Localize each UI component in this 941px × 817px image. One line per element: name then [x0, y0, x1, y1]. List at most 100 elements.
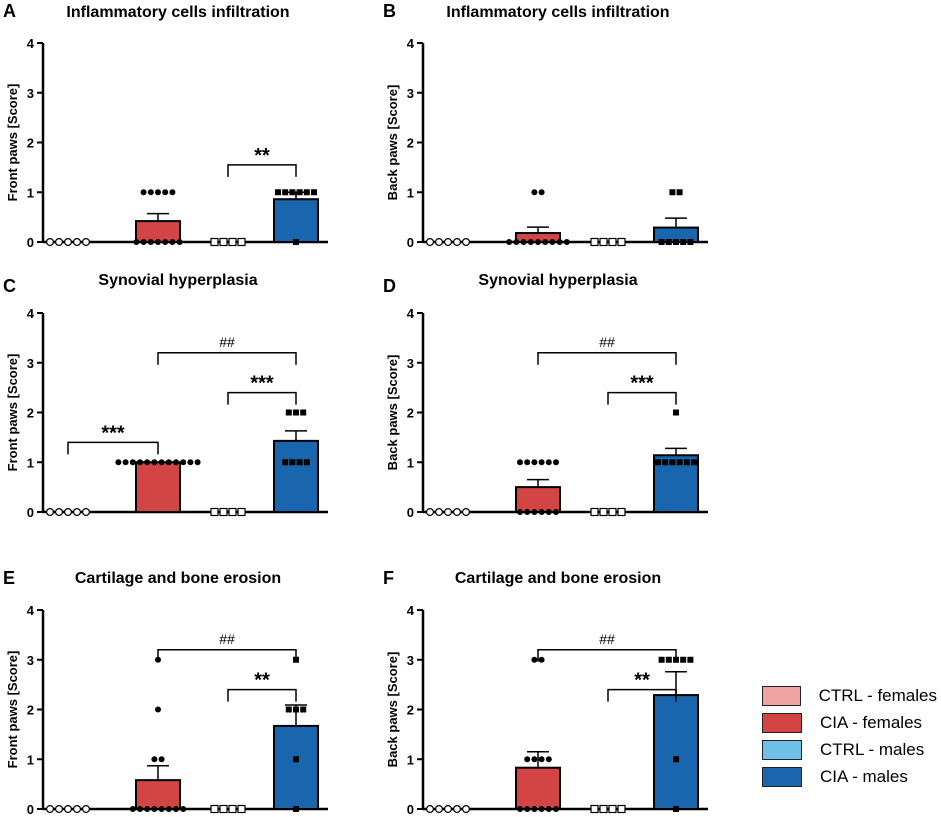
legend-swatch-cia-females [762, 712, 802, 733]
sig-bracket-2-3 [227, 164, 297, 177]
point-cia-females [563, 239, 570, 245]
point-ctrl-females [444, 508, 453, 517]
legend-item-cia-males: CIA - males [762, 763, 937, 790]
sig-bracket-1-3-label: ## [219, 631, 235, 647]
point-cia-males [676, 189, 683, 196]
point-cia-females [542, 239, 549, 245]
y-tick-label: 2 [27, 136, 34, 151]
y-tick-label: 3 [27, 356, 34, 371]
point-cia-females [538, 806, 545, 812]
point-cia-females [144, 806, 151, 812]
sig-bracket-1-3-label: ## [599, 631, 615, 647]
y-tick-label: 1 [27, 455, 34, 470]
point-cia-males [282, 189, 289, 196]
y-tick-label: 0 [407, 235, 414, 250]
y-tick-label: 4 [27, 603, 35, 618]
panel-a: A Inflammatory cells infiltration Front pa… [3, 1, 328, 250]
point-cia-females [155, 189, 161, 196]
bar-cia-females [135, 779, 181, 811]
panel-title: Synovial hyperplasia [98, 272, 257, 289]
point-ctrl-females [435, 804, 444, 813]
sig-bracket-2-3 [227, 391, 297, 405]
point-cia-males [311, 189, 317, 196]
sig-bracket-1-3 [537, 352, 677, 365]
legend-item-ctrl-males: CTRL - males [762, 736, 937, 763]
point-cia-males [285, 706, 292, 713]
point-ctrl-females [63, 508, 72, 517]
point-ctrl-females [426, 508, 435, 517]
point-ctrl-males [608, 507, 617, 517]
point-ctrl-females [45, 238, 54, 247]
sig-bracket-0-1 [67, 441, 159, 455]
point-ctrl-females [462, 238, 471, 247]
legend-swatch-ctrl-females [762, 685, 801, 706]
point-ctrl-females [444, 238, 453, 247]
point-cia-females [538, 459, 545, 466]
point-cia-males [303, 189, 310, 196]
y-tick-label: 3 [27, 86, 34, 101]
point-ctrl-males [590, 804, 599, 814]
point-ctrl-males [599, 507, 608, 517]
point-ctrl-females [81, 804, 90, 813]
sig-bracket-1-3-label: ## [599, 334, 615, 350]
point-cia-males [658, 656, 665, 663]
y-axis-label: Front paws [Score] [5, 84, 20, 202]
point-ctrl-females [426, 804, 435, 813]
y-tick-label: 2 [407, 703, 414, 718]
panel-c: C Synovial hyperplasia Front paws [Score] 0… [3, 272, 328, 520]
point-cia-females [524, 459, 531, 466]
point-cia-males [293, 756, 299, 763]
point-ctrl-females [63, 804, 72, 813]
point-cia-males [293, 409, 299, 416]
legend-swatch-ctrl-males [762, 739, 802, 760]
point-cia-males [296, 189, 303, 196]
point-cia-females [553, 806, 559, 812]
point-cia-males [293, 239, 299, 245]
point-cia-females [140, 239, 147, 245]
point-cia-females [517, 806, 523, 812]
point-cia-males [282, 459, 289, 466]
point-cia-females [158, 756, 165, 763]
sig-bracket-1-3 [157, 649, 297, 662]
point-cia-females [187, 459, 194, 466]
point-ctrl-females [45, 508, 54, 517]
point-cia-females [520, 239, 527, 245]
point-cia-males [687, 656, 694, 663]
legend: CTRL - females CIA - females CTRL - male… [762, 682, 937, 790]
point-cia-females [115, 459, 122, 466]
panel-e: E Cartilage and bone erosion Front paws [S… [3, 568, 328, 817]
y-tick-label: 3 [27, 653, 34, 668]
point-cia-females [531, 806, 538, 812]
bar-cia-females [135, 220, 181, 243]
sig-bracket-1-3 [157, 352, 297, 365]
point-ctrl-females [435, 238, 444, 247]
point-cia-females [147, 189, 154, 196]
point-ctrl-males [237, 804, 246, 814]
point-ctrl-males [219, 804, 228, 814]
y-tick-label: 3 [407, 653, 414, 668]
point-cia-males [687, 239, 694, 245]
sig-bracket-2-3-label: ** [254, 670, 270, 692]
point-cia-males [665, 656, 672, 663]
panel-title: Cartilage and bone erosion [75, 570, 281, 587]
point-cia-males [673, 756, 679, 763]
y-tick-label: 1 [407, 185, 414, 200]
point-cia-females [513, 239, 520, 245]
bar-cia-males [653, 694, 699, 811]
y-tick-label: 0 [407, 802, 414, 817]
point-ctrl-females [72, 804, 81, 813]
point-ctrl-females [72, 508, 81, 517]
point-cia-females [151, 806, 158, 812]
point-cia-males [658, 239, 665, 245]
point-cia-females [524, 756, 531, 763]
point-cia-males [669, 459, 676, 466]
point-cia-males [662, 459, 669, 466]
point-cia-females [151, 756, 158, 763]
y-axis-label: Front paws [Score] [5, 651, 20, 769]
bar-cia-males [273, 724, 319, 810]
point-cia-females [137, 806, 143, 812]
y-tick-label: 4 [407, 306, 415, 321]
point-ctrl-females [426, 238, 435, 247]
sig-bracket-2-3 [607, 391, 677, 405]
